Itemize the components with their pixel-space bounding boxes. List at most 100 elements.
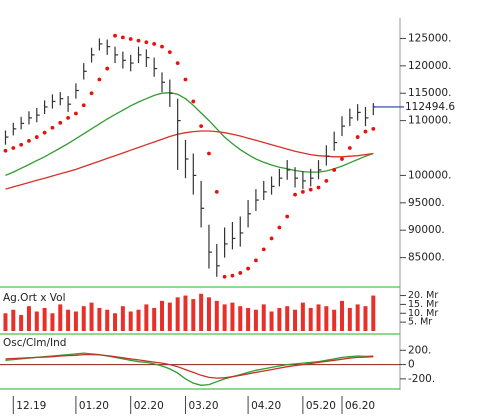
sar-dot — [285, 214, 290, 219]
sar-dot — [230, 273, 235, 278]
volume-bar — [89, 302, 94, 331]
volume-bar — [175, 297, 180, 331]
volume-bar — [199, 293, 204, 331]
y-tick-label: 100000. — [408, 169, 451, 181]
sar-dot — [300, 189, 305, 194]
x-tick-label: 01.20 — [79, 400, 109, 412]
panel-label: Osc/Clm/Ind — [3, 337, 66, 349]
y-tick-label: 5. Mr — [408, 317, 432, 328]
sar-dot — [199, 124, 204, 129]
y-tick-label: -200. — [408, 373, 435, 385]
sar-dot — [34, 135, 39, 139]
volume-bar — [183, 295, 188, 331]
sar-dot — [316, 185, 321, 190]
volume-bar — [246, 307, 251, 331]
y-tick-label: 110000. — [408, 115, 451, 127]
volume-bar — [355, 304, 360, 331]
volume-bar — [277, 307, 282, 331]
volume-bar — [144, 304, 149, 331]
sar-dot — [50, 125, 55, 130]
y-tick-label: 125000. — [408, 32, 451, 44]
sar-dot — [238, 271, 243, 275]
volume-bar — [160, 300, 164, 331]
x-tick-label: 03.20 — [188, 400, 218, 412]
y-tick-label: 85000. — [408, 252, 445, 264]
volume-bar — [347, 307, 352, 331]
volume-bar — [300, 302, 305, 331]
volume-bar — [128, 311, 133, 331]
y-tick-label: 15. Mr — [408, 299, 438, 310]
sar-dot — [277, 225, 282, 230]
volume-bar — [222, 304, 227, 331]
sar-dot — [11, 146, 16, 150]
sar-dot — [261, 247, 266, 252]
volume-bar — [136, 309, 141, 331]
x-tick-label: 12.19 — [16, 400, 46, 412]
sar-dot — [27, 138, 31, 143]
sar-dot — [58, 120, 63, 125]
panel-label: Ag.Ort x Vol — [3, 292, 65, 304]
x-tick-label: 04.20 — [251, 400, 281, 412]
sar-dot — [120, 35, 125, 40]
volume-bar — [152, 307, 157, 331]
sar-dot — [340, 157, 344, 161]
volume-bar — [81, 306, 86, 331]
sar-dot — [324, 178, 329, 183]
volume-bar — [324, 306, 329, 331]
y-tick-label: 90000. — [408, 224, 445, 236]
sar-dot — [74, 111, 78, 116]
volume-bar — [285, 306, 290, 331]
sar-dot — [214, 189, 219, 194]
sar-dot — [308, 187, 313, 192]
oscillator-line — [5, 353, 374, 379]
sar-dot — [152, 42, 157, 46]
sar-dot — [254, 258, 258, 263]
sar-dot — [105, 66, 110, 71]
oscillator-line — [5, 352, 374, 386]
sar-dot — [144, 40, 149, 45]
volume-bar — [191, 299, 196, 331]
sar-dot — [42, 130, 47, 135]
sar-dot — [175, 61, 180, 65]
volume-bar — [3, 313, 8, 331]
sar-dot — [269, 236, 274, 241]
volume-bar — [50, 313, 55, 331]
sar-dot — [136, 38, 141, 43]
y-tick-label: 0 — [408, 359, 415, 371]
sar-dot — [183, 77, 188, 82]
sar-dot — [191, 99, 196, 104]
volume-bar — [269, 311, 274, 331]
volume-bar — [293, 309, 298, 331]
volume-bar — [230, 302, 235, 331]
sar-dot — [160, 44, 164, 49]
moving-average — [5, 92, 374, 176]
sar-dot — [246, 266, 250, 271]
sar-dot — [347, 146, 352, 150]
volume-bar — [261, 304, 266, 331]
x-tick-label: 06.20 — [345, 400, 375, 412]
volume-bar — [105, 309, 110, 331]
y-tick-label: 115000. — [408, 87, 451, 99]
sar-dot — [371, 126, 376, 131]
sar-dot — [66, 115, 70, 120]
sar-dot — [89, 91, 94, 96]
sar-dot — [81, 103, 86, 108]
volume-bar — [340, 300, 344, 331]
sar-dot — [363, 129, 368, 134]
volume-bar — [371, 295, 376, 331]
sar-dot — [3, 148, 8, 153]
sar-dot — [332, 168, 337, 172]
volume-bar — [97, 307, 102, 331]
volume-bar — [34, 311, 39, 331]
sar-dot — [128, 37, 133, 41]
y-tick-label: 10. Mr — [408, 308, 438, 319]
volume-bar — [308, 307, 313, 331]
x-tick-label: 05.20 — [306, 400, 336, 412]
sar-dot — [207, 151, 211, 156]
volume-bar — [11, 309, 16, 331]
y-tick-label: 200. — [408, 344, 431, 356]
sar-dot — [222, 274, 227, 279]
x-tick-label: 02.20 — [134, 400, 164, 412]
sar-dot — [293, 192, 297, 197]
